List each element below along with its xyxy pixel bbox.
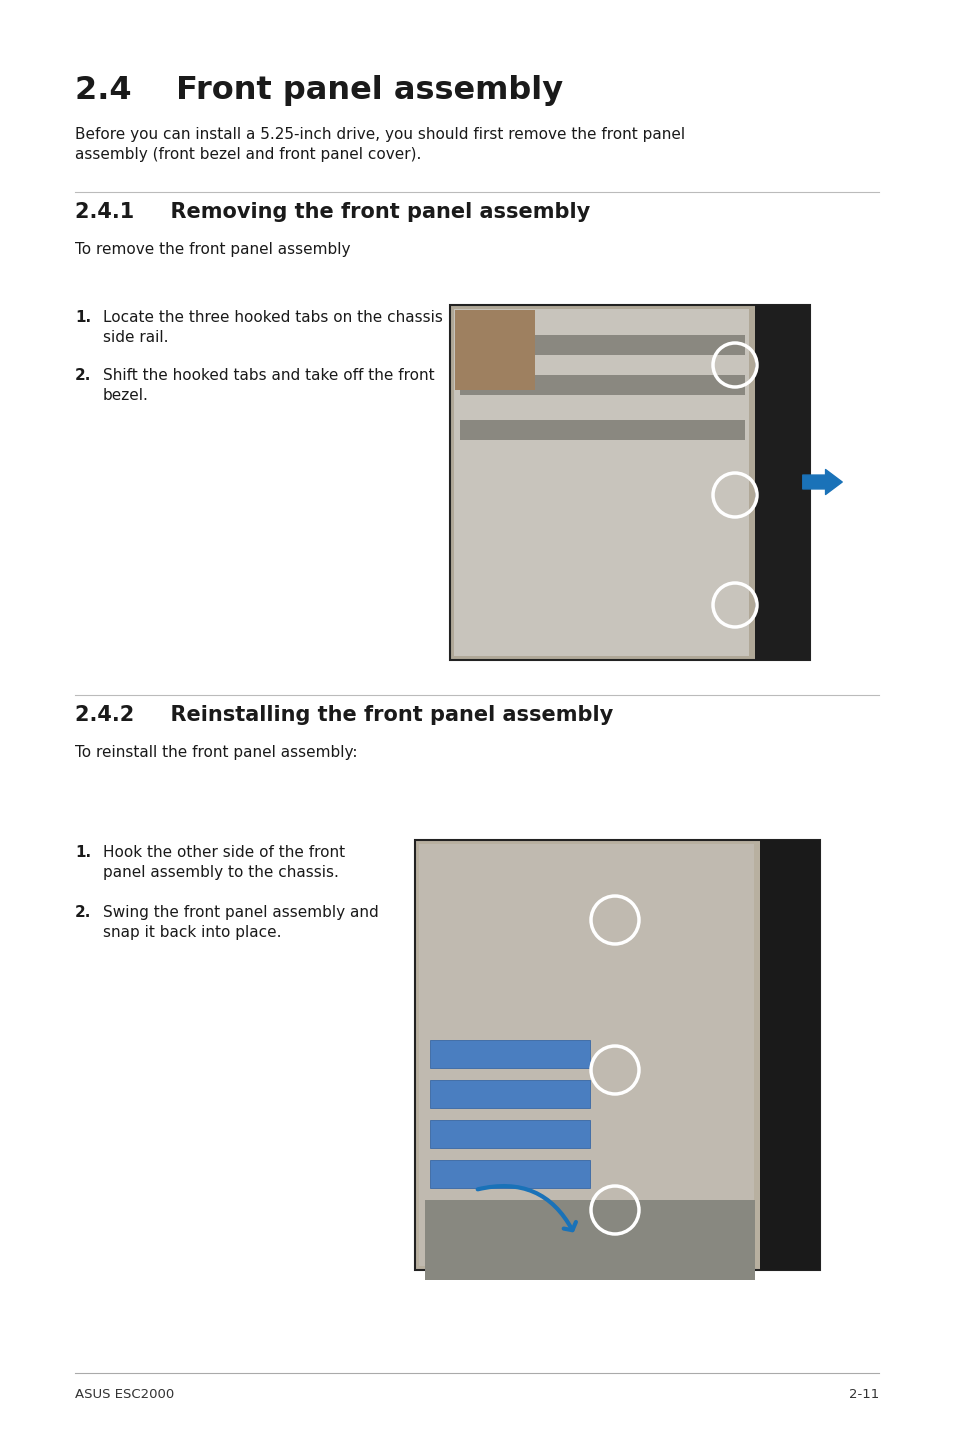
Text: ASUS ESC2000: ASUS ESC2000 bbox=[75, 1388, 174, 1401]
Text: Locate the three hooked tabs on the chassis: Locate the three hooked tabs on the chas… bbox=[103, 311, 442, 325]
Text: To reinstall the front panel assembly:: To reinstall the front panel assembly: bbox=[75, 745, 357, 761]
Bar bbox=[430, 1040, 589, 1068]
Text: 2.: 2. bbox=[75, 905, 91, 920]
Text: assembly (front bezel and front panel cover).: assembly (front bezel and front panel co… bbox=[75, 147, 421, 162]
Bar bbox=[459, 420, 744, 440]
Text: 2.4    Front panel assembly: 2.4 Front panel assembly bbox=[75, 75, 562, 106]
Bar bbox=[754, 305, 809, 660]
Bar bbox=[455, 311, 535, 390]
Text: Before you can install a 5.25-inch drive, you should first remove the front pane: Before you can install a 5.25-inch drive… bbox=[75, 127, 684, 142]
Bar bbox=[760, 840, 820, 1270]
Bar bbox=[424, 1199, 754, 1280]
Text: side rail.: side rail. bbox=[103, 329, 169, 345]
Text: 2.4.2     Reinstalling the front panel assembly: 2.4.2 Reinstalling the front panel assem… bbox=[75, 705, 613, 725]
Text: bezel.: bezel. bbox=[103, 388, 149, 403]
Bar bbox=[415, 840, 820, 1270]
Text: 1.: 1. bbox=[75, 311, 91, 325]
Bar bbox=[459, 335, 744, 355]
Text: 2.: 2. bbox=[75, 368, 91, 383]
Text: panel assembly to the chassis.: panel assembly to the chassis. bbox=[103, 866, 338, 880]
Text: 1.: 1. bbox=[75, 846, 91, 860]
Text: Swing the front panel assembly and: Swing the front panel assembly and bbox=[103, 905, 378, 920]
Bar bbox=[418, 844, 753, 1265]
Text: 2-11: 2-11 bbox=[848, 1388, 878, 1401]
FancyArrowPatch shape bbox=[801, 469, 841, 495]
Bar bbox=[430, 1080, 589, 1109]
Text: To remove the front panel assembly: To remove the front panel assembly bbox=[75, 242, 350, 257]
Text: Hook the other side of the front: Hook the other side of the front bbox=[103, 846, 345, 860]
Text: 2.4.1     Removing the front panel assembly: 2.4.1 Removing the front panel assembly bbox=[75, 201, 590, 221]
Text: Shift the hooked tabs and take off the front: Shift the hooked tabs and take off the f… bbox=[103, 368, 435, 383]
Bar bbox=[450, 305, 809, 660]
Bar bbox=[430, 1120, 589, 1148]
Bar bbox=[454, 309, 748, 656]
Bar bbox=[459, 375, 744, 395]
Bar bbox=[430, 1160, 589, 1188]
Text: snap it back into place.: snap it back into place. bbox=[103, 925, 281, 940]
